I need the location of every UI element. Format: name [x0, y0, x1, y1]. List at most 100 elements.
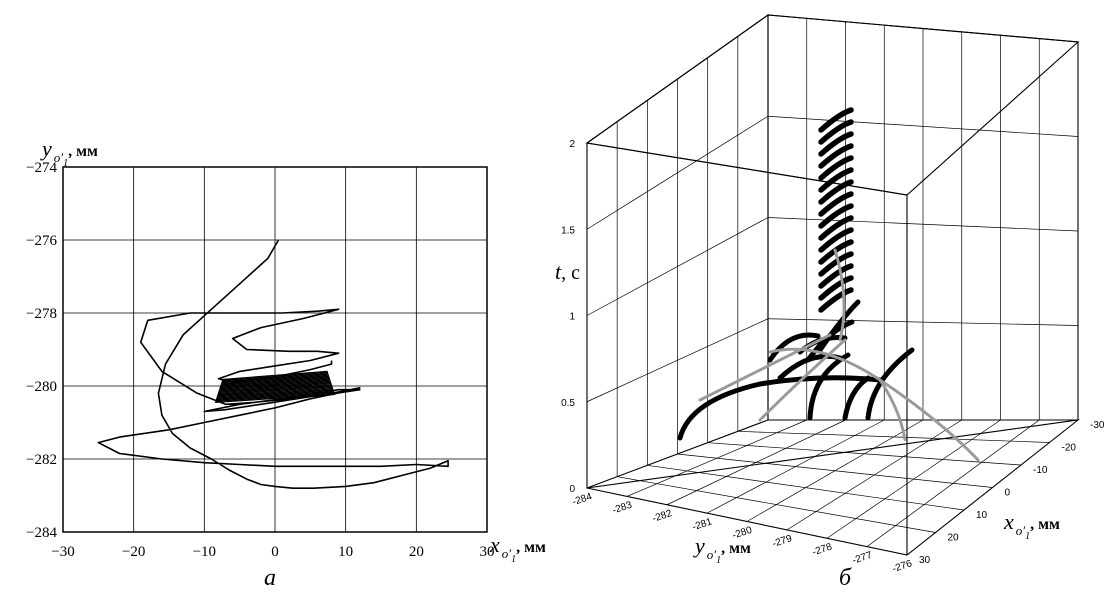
- chart-b-floor-gridline: [677, 453, 993, 488]
- chart-b-spiral-arc: [677, 375, 883, 441]
- chart-b-x-tick-label: -20: [1062, 443, 1077, 454]
- chart-a-x-tick-label: 30: [480, 544, 495, 560]
- chart-b-spiral-arc: [865, 347, 915, 421]
- chart-b-y-tick-label: -278: [811, 541, 834, 558]
- chart-a-y-tick-label: −274: [26, 160, 57, 176]
- chart-a-core-stroke: [217, 385, 333, 395]
- chart-a-core-stroke: [216, 388, 334, 398]
- chart-b-t-tick-label: 1: [569, 312, 575, 323]
- chart-b-spiral-arc: [818, 119, 854, 145]
- chart-b-floor-gridline: [707, 442, 1022, 466]
- chart-a-core-stroke: [215, 391, 335, 401]
- chart-b-spiral-arc: [818, 107, 854, 133]
- chart-a-dense-core: [214, 370, 336, 404]
- chart-a-grid: [62, 166, 488, 533]
- chart-b-spiral-arc: [818, 239, 854, 265]
- chart-a-core-stroke: [220, 377, 330, 387]
- chart-a-caption: а: [264, 565, 276, 591]
- chart-b-x-ticks: -30 -20 -10 0 10 20 30: [919, 420, 1105, 566]
- chart-b-spiral-arc: [842, 375, 871, 421]
- chart-a-core-stroke: [222, 370, 328, 381]
- chart-a-y-tick-label: −278: [26, 306, 57, 322]
- chart-a-y-tick-label: −276: [26, 233, 57, 249]
- chart-b-spiral-arc: [818, 227, 854, 253]
- chart-a-core-stroke: [220, 375, 330, 385]
- chart-b-x-tick-label: 30: [919, 555, 931, 566]
- svg-text:xo′1, мм: x o′1, мм: [489, 532, 546, 565]
- chart-a-x-tick-label: 0: [271, 544, 279, 560]
- chart-b-spiral-back-arc: [758, 338, 847, 422]
- chart-a-plot-frame: [62, 166, 488, 533]
- chart-b-t-ticks: 0 0.5 1 1.5 2: [561, 139, 575, 495]
- chart-b-grid: [586, 18, 1079, 547]
- chart-a-core-stroke: [219, 378, 331, 388]
- chart-b-y-tick-label: -279: [771, 533, 794, 550]
- chart-a-y-tick-label: −280: [26, 379, 57, 395]
- chart-b-x-tick-label: 20: [948, 533, 960, 544]
- chart-b-x-tick-label: -10: [1033, 465, 1048, 476]
- chart-b-y-ticks: -284-283-282-281-280-279-278-277-276: [571, 491, 914, 575]
- chart-a-x-tick-label: 20: [409, 544, 424, 560]
- chart-a-core-stroke: [218, 383, 332, 394]
- chart-b-y-tick-label: -276: [891, 558, 914, 575]
- chart-b-x-label: x o′1, мм: [1003, 509, 1060, 542]
- chart-b-floor-gridline: [737, 430, 1050, 443]
- chart-a-core-stroke: [220, 376, 330, 386]
- chart-b-box: [585, 13, 1080, 556]
- chart-b-spiral-arc: [818, 131, 854, 157]
- chart-a-core-stroke: [221, 374, 329, 384]
- svg-text:t, с: t, с: [555, 259, 580, 284]
- chart-b-trajectory: [677, 107, 980, 462]
- chart-b-spiral-arc: [818, 167, 854, 193]
- chart-a-core-stroke: [218, 382, 332, 393]
- chart-a-core-stroke: [214, 393, 336, 404]
- chart-a-core-stroke: [218, 381, 332, 391]
- chart-b-floor-gridline: [647, 464, 965, 511]
- chart-b-spiral-back-arc: [833, 248, 846, 342]
- chart-a-x-tick-label: −10: [193, 544, 216, 560]
- chart-a-trajectory-line: [97, 239, 449, 490]
- chart-b-spiral-back-arc: [698, 333, 832, 402]
- chart-b-spiral-arc: [818, 203, 854, 229]
- chart-b-spiral-arc: [818, 215, 854, 241]
- chart-a-core-stroke: [219, 379, 331, 389]
- chart-a-core-stroke: [219, 380, 331, 390]
- chart-a-core-stroke: [221, 372, 329, 383]
- chart-b-spiral-arc: [818, 191, 854, 217]
- svg-text:yo′1, мм: y o′1, мм: [40, 136, 98, 169]
- chart-b-y-tick-label: -277: [851, 550, 874, 567]
- chart-b-spiral-arc: [818, 287, 854, 313]
- chart-b-spiral-back-arc: [768, 347, 980, 462]
- chart-a-core-stroke: [217, 387, 333, 397]
- chart-b-spiral-arc: [818, 155, 854, 181]
- chart-b-caption: б: [839, 565, 852, 591]
- chart-b-t-tick-label: 1.5: [561, 225, 575, 236]
- chart-b-x-tick-label: -30: [1090, 420, 1105, 431]
- svg-text:xo′1, мм: x o′1, мм: [1003, 509, 1060, 542]
- chart-a-core-stroke: [216, 389, 334, 399]
- chart-b-t-tick-label: 0: [569, 484, 575, 495]
- chart-b-y-tick-label: -280: [731, 525, 754, 542]
- chart-b-t-tick-label: 0.5: [561, 398, 575, 409]
- chart-a-core-stroke: [215, 390, 335, 400]
- chart-a-x-label: x o′1, мм: [489, 532, 546, 565]
- chart-a-y-tick-label: −282: [26, 452, 57, 468]
- chart-b-spiral-arc: [767, 332, 821, 363]
- chart-a: −30 −20 −10 0 10 20 30 −274 −276 −278 −280 −282 −28…: [26, 136, 546, 591]
- chart-a-core-stroke: [221, 371, 329, 382]
- chart-a-core-stroke: [215, 392, 335, 402]
- chart-b-y-label: y o′1, мм: [693, 533, 751, 566]
- chart-a-y-label: y o′1, мм: [40, 136, 98, 169]
- chart-b-x-tick-label: 10: [976, 510, 988, 521]
- chart-b-t-tick-label: 2: [569, 139, 575, 150]
- svg-text:yo′1, мм: y o′1, мм: [693, 533, 751, 566]
- chart-b-y-tick-label: -281: [691, 516, 714, 533]
- chart-a-y-ticks: −274 −276 −278 −280 −282 −284: [26, 160, 57, 541]
- chart-b-spiral-arc: [807, 352, 851, 421]
- chart-b-t-label: t, с: [555, 259, 580, 284]
- chart-b-spiral-arc: [818, 263, 854, 289]
- chart-b-floor-gridline: [617, 476, 936, 533]
- chart-b-y-tick-label: -283: [611, 500, 634, 517]
- chart-b-spiral-back-arc: [878, 378, 907, 442]
